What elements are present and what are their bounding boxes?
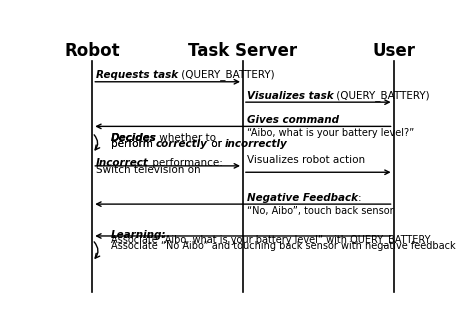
Text: Associate “Aibo, what is your battery level” with QUERY_BATTERY: Associate “Aibo, what is your battery le… [110, 234, 430, 245]
Text: “Aibo, what is your battery level?”: “Aibo, what is your battery level?” [246, 128, 414, 138]
Text: whether to: whether to [156, 133, 217, 143]
Text: or: or [208, 139, 225, 149]
Text: Task Server: Task Server [188, 42, 298, 60]
Text: Negative Feedback: Negative Feedback [246, 193, 357, 203]
Text: perform: perform [110, 139, 156, 149]
Text: “No, Aibo”, touch back sensor: “No, Aibo”, touch back sensor [246, 206, 393, 216]
Text: Learning:: Learning: [110, 230, 166, 240]
Text: Associate “No Aibo” and touching back sensor with negative feedback: Associate “No Aibo” and touching back se… [110, 241, 456, 251]
Text: Visualizes robot action: Visualizes robot action [246, 155, 365, 165]
Text: Switch television on: Switch television on [96, 165, 201, 175]
Text: Visualizes task: Visualizes task [246, 91, 333, 101]
Text: Requests task: Requests task [96, 71, 178, 80]
Text: :: : [357, 193, 361, 203]
Text: Incorrect: Incorrect [96, 159, 149, 168]
Text: perform: perform [110, 139, 156, 149]
Text: (QUERY_BATTERY): (QUERY_BATTERY) [333, 90, 430, 101]
Text: or: or [208, 139, 225, 149]
Text: User: User [372, 42, 415, 60]
Text: incorrectly: incorrectly [225, 139, 288, 149]
Text: correctly: correctly [156, 139, 208, 149]
Text: (QUERY_BATTERY): (QUERY_BATTERY) [178, 70, 275, 80]
Text: Decides: Decides [110, 133, 156, 143]
Text: performance:: performance: [149, 159, 223, 168]
Text: Gives command: Gives command [246, 115, 338, 125]
Text: Robot: Robot [64, 42, 120, 60]
Text: Decides: Decides [110, 133, 156, 143]
